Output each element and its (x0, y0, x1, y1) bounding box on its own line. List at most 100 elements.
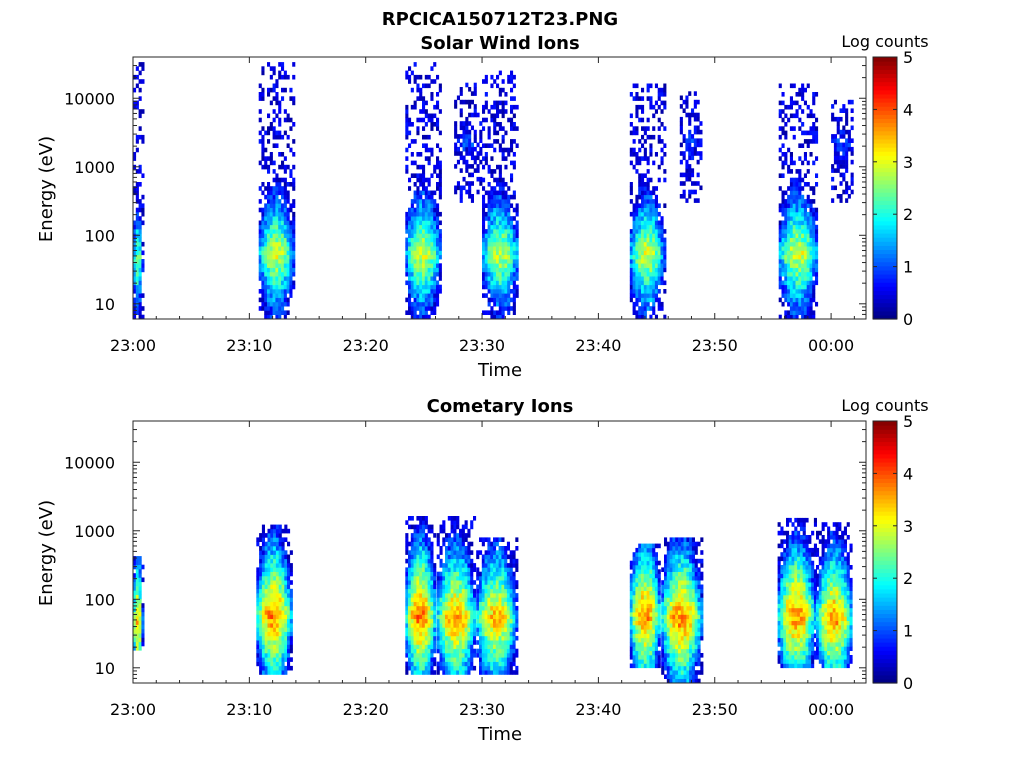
heatmap-cell (462, 121, 466, 126)
heatmap-cell (512, 152, 516, 157)
heatmap-cell (416, 173, 420, 178)
heatmap-cell (498, 70, 502, 76)
heatmap-cell (453, 575, 457, 581)
heatmap-cell (284, 644, 288, 650)
heatmap-cell (498, 194, 502, 200)
heatmap-cell (501, 224, 505, 230)
heatmap-cell (467, 541, 471, 547)
heatmap-cell (789, 96, 793, 101)
heatmap-cell (498, 310, 502, 315)
heatmap-cell (405, 169, 409, 174)
heatmap-cell (267, 211, 271, 217)
heatmap-cell (261, 156, 265, 161)
heatmap-cell (442, 597, 446, 602)
heatmap-cell (283, 233, 287, 238)
heatmap-cell (789, 271, 793, 277)
heatmap-cell (515, 648, 519, 654)
heatmap-cell (281, 87, 285, 93)
heatmap-cell (464, 601, 468, 607)
heatmap-cell (632, 577, 636, 583)
heatmap-cell (501, 190, 505, 196)
heatmap-cell (515, 104, 519, 110)
heatmap-cell (809, 271, 813, 277)
heatmap-cell (427, 558, 431, 564)
heatmap-cell (427, 211, 431, 217)
heatmap-cell (789, 211, 793, 217)
heatmap-cell (433, 627, 437, 632)
heatmap-cell (135, 254, 139, 260)
heatmap-cell (278, 550, 282, 555)
heatmap-cell (693, 138, 697, 143)
heatmap-cell (413, 584, 417, 590)
heatmap-cell (507, 147, 511, 153)
colorbar-segment (873, 130, 897, 136)
heatmap-cell (487, 571, 491, 577)
heatmap-cell (261, 524, 265, 530)
heatmap-cell (292, 216, 296, 221)
heatmap-cell (696, 159, 700, 165)
heatmap-cell (806, 254, 810, 260)
heatmap-cell (693, 104, 697, 109)
heatmap-cell (438, 237, 442, 243)
heatmap-cell (654, 152, 658, 157)
heatmap-cell (405, 593, 409, 598)
heatmap-cell (135, 207, 139, 213)
heatmap-cell (413, 79, 417, 84)
heatmap-cell (468, 185, 472, 191)
heatmap-cell (259, 597, 263, 602)
heatmap-cell (459, 151, 463, 156)
heatmap-cell (422, 289, 426, 294)
heatmap-cell (408, 259, 412, 264)
heatmap-cell (842, 164, 846, 169)
heatmap-cell (413, 280, 417, 286)
heatmap-cell (470, 661, 474, 667)
heatmap-cell (284, 618, 288, 624)
heatmap-cell (450, 528, 454, 534)
heatmap-cell (456, 670, 460, 675)
heatmap-cell (422, 524, 426, 530)
heatmap-cell (292, 220, 296, 226)
heatmap-cell (258, 229, 262, 234)
heatmap-cell (422, 627, 426, 632)
heatmap-cell (490, 284, 494, 290)
heatmap-cell (512, 293, 516, 298)
heatmap-cell (445, 623, 449, 628)
heatmap-cell (439, 653, 443, 658)
heatmap-cell (501, 87, 505, 93)
heatmap-cell (496, 267, 500, 273)
heatmap-cell (267, 306, 271, 311)
heatmap-cell (688, 116, 692, 122)
heatmap-cell (691, 146, 695, 152)
heatmap-cell (424, 558, 428, 564)
heatmap-cell (270, 563, 274, 568)
heatmap-cell (135, 250, 139, 256)
heatmap-cell (424, 220, 428, 226)
heatmap-cell (273, 605, 277, 611)
heatmap-cell (450, 627, 454, 632)
heatmap-cell (646, 607, 650, 613)
heatmap-cell (481, 575, 485, 581)
heatmap-cell (501, 648, 505, 654)
heatmap-cell (261, 558, 265, 564)
heatmap-cell (413, 567, 417, 572)
heatmap-cell (482, 211, 486, 217)
heatmap-cell (135, 289, 139, 294)
heatmap-cell (445, 627, 449, 632)
heatmap-cell (646, 177, 650, 183)
heatmap-cell (795, 194, 799, 200)
heatmap-cell (413, 601, 417, 607)
heatmap-cell (490, 640, 494, 645)
heatmap-cell (646, 220, 650, 226)
heatmap-cell (278, 134, 282, 140)
colorbar-segment (873, 228, 897, 234)
heatmap-cell (135, 194, 139, 200)
heatmap-cell (476, 648, 480, 654)
heatmap-cell (408, 665, 412, 671)
heatmap-cell (450, 631, 454, 637)
heatmap-cell (283, 109, 287, 114)
heatmap-cell (456, 657, 460, 662)
heatmap-cell (809, 152, 813, 157)
heatmap-cell (430, 194, 434, 200)
heatmap-cell (652, 306, 656, 311)
heatmap-cell (657, 289, 661, 294)
